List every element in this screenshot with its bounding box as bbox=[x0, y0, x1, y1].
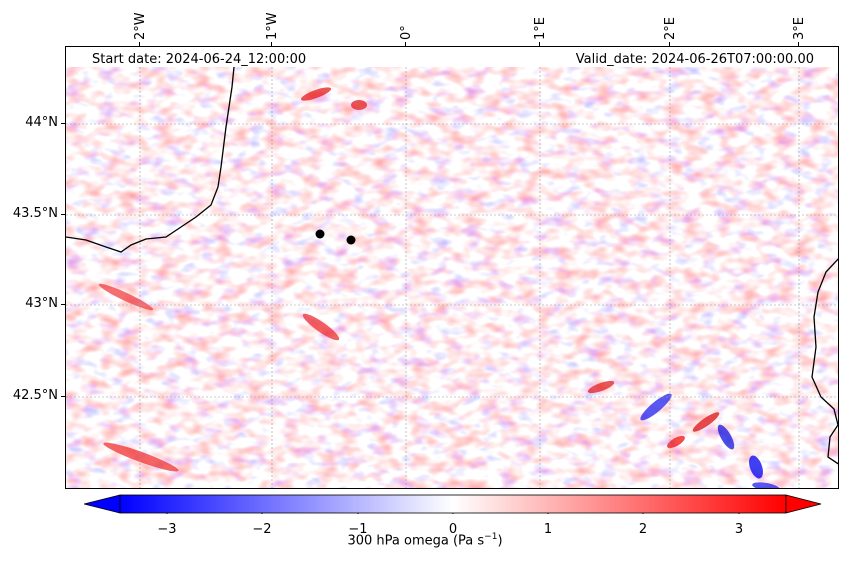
colorbar-tick: 2 bbox=[638, 522, 648, 537]
colorbar-tick: 1 bbox=[543, 522, 553, 537]
coastline-west bbox=[66, 47, 237, 253]
lon-label-1e: 1°E bbox=[533, 17, 548, 40]
colorbar-gradient bbox=[119, 494, 787, 514]
lat-label-42-5n: 42.5°N bbox=[12, 388, 58, 403]
coastline-east bbox=[811, 258, 838, 465]
colorbar-label-text: 300 hPa omega (Pa s bbox=[347, 533, 485, 549]
station-marker-1[interactable] bbox=[315, 229, 325, 239]
graticule bbox=[66, 47, 838, 488]
valid-date: Valid_date: 2024-06-26T07:00:00.00 bbox=[575, 52, 814, 67]
colorbar-label-close: ) bbox=[497, 533, 503, 549]
lon-label-2e: 2°E bbox=[663, 17, 678, 40]
lat-label-44n: 44°N bbox=[25, 115, 58, 130]
lon-label-0: 0° bbox=[399, 25, 414, 40]
colorbar-tick: 0 bbox=[448, 522, 458, 537]
omega-texture bbox=[66, 47, 838, 488]
colorbar-tick: 3 bbox=[734, 522, 744, 537]
colorbar-min-extend bbox=[84, 494, 121, 514]
lon-label-1w: 1°W bbox=[265, 12, 280, 40]
omega-field bbox=[66, 47, 838, 488]
colorbar-tick: −2 bbox=[252, 522, 272, 537]
lat-label-43n: 43°N bbox=[25, 296, 58, 311]
colorbar-label: 300 hPa omega (Pa s−1) bbox=[0, 532, 850, 548]
colorbar-max-extend bbox=[785, 494, 822, 514]
lat-label-43-5n: 43.5°N bbox=[12, 206, 58, 221]
omega-features bbox=[98, 87, 780, 488]
colorbar-tick: −1 bbox=[348, 522, 368, 537]
title-strip bbox=[66, 47, 838, 67]
colorbar bbox=[84, 494, 822, 514]
colorbar-tick: −3 bbox=[157, 522, 177, 537]
station-marker-2[interactable] bbox=[346, 235, 356, 245]
start-date: Start date: 2024-06-24_12:00:00 bbox=[92, 52, 307, 67]
map-panel[interactable]: Start date: 2024-06-24_12:00:00 Valid_da… bbox=[65, 46, 839, 489]
lon-label-2w: 2°W bbox=[133, 12, 148, 40]
lon-label-3e: 3°E bbox=[792, 17, 807, 40]
colorbar-label-sup: −1 bbox=[484, 532, 498, 542]
